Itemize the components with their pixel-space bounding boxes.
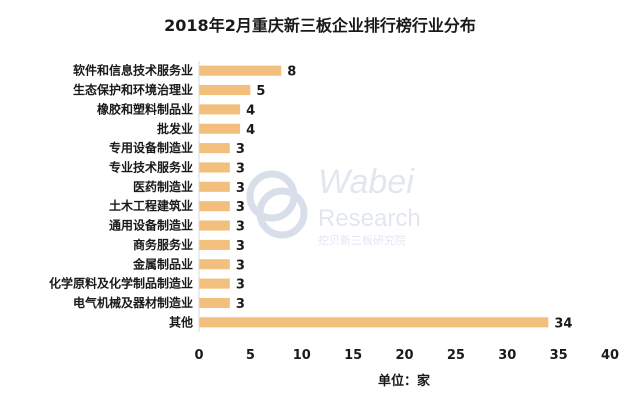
x-tick-label: 0 [194,348,203,363]
category-labels: 软件和信息技术服务业生态保护和环境治理业橡胶和塑料制品业批发业专用设备制造业专业… [49,63,193,330]
data-label: 8 [287,65,296,80]
bar [199,259,230,270]
bar [199,123,241,134]
bar [199,201,230,212]
bar [199,104,241,115]
category-label: 其他 [169,314,193,329]
category-label: 专业技术服务业 [109,159,193,174]
bar [199,143,230,154]
category-label: 商务服务业 [133,237,193,252]
category-label: 金属制品业 [132,256,193,271]
category-label: 医药制造业 [133,179,193,194]
category-label: 批发业 [157,121,193,136]
watermark-logo-mark-icon [246,170,308,239]
bar [199,65,282,76]
x-tick-label: 15 [344,348,362,363]
data-label: 4 [246,123,255,138]
x-tick-label: 10 [293,348,311,363]
data-label: 3 [236,297,245,312]
category-label: 软件和信息技术服务业 [73,63,193,78]
watermark-brand: Wabei [318,163,415,201]
bars-group [199,65,549,328]
category-label: 专用设备制造业 [109,140,193,155]
bar [199,297,230,308]
x-tick-label: 40 [601,348,619,363]
data-label: 3 [236,142,245,157]
category-label: 土木工程建筑业 [109,198,193,213]
x-tick-label: 25 [447,348,465,363]
data-label: 3 [236,200,245,215]
category-label: 橡胶和塑料制品业 [97,101,193,116]
data-label: 3 [236,258,245,273]
data-label: 3 [236,220,245,235]
bar [199,85,251,96]
bar [199,278,230,289]
data-label: 5 [256,84,265,99]
x-tick-label: 35 [550,348,568,363]
x-axis-label: 单位：家 [378,373,431,389]
data-label: 3 [236,161,245,176]
category-label: 电气机械及器材制造业 [73,295,193,310]
category-label: 化学原料及化学制品制造业 [49,276,193,291]
chart-title: 2018年2月重庆新三板企业排行榜行业分布 [164,16,476,35]
bar [199,220,230,231]
watermark-logo: Wabei Research 挖贝新三板研究院 [246,163,421,247]
x-tick-labels: 0 5 10 15 20 25 30 35 40 [194,348,619,363]
category-label: 生态保护和环境治理业 [73,82,193,97]
category-label: 通用设备制造业 [109,218,193,233]
data-label: 34 [554,316,572,331]
x-tick-label: 20 [395,348,413,363]
bar [199,181,230,192]
data-label: 3 [236,181,245,196]
x-tick-label: 30 [498,348,516,363]
bar [199,317,549,328]
watermark-sub: Research [318,205,421,232]
data-label: 4 [246,103,255,118]
bar [199,239,230,250]
data-label: 3 [236,278,245,293]
x-tick-label: 5 [246,348,255,363]
watermark-cn: 挖贝新三板研究院 [318,233,406,247]
data-label: 3 [236,239,245,254]
bar [199,162,230,173]
